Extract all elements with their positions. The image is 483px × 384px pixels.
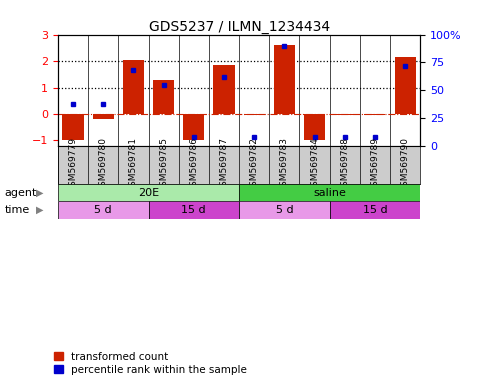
- Text: ▶: ▶: [36, 205, 44, 215]
- Bar: [149, 201, 239, 219]
- Text: GSM569789: GSM569789: [370, 137, 380, 192]
- Text: GSM569779: GSM569779: [69, 137, 78, 192]
- Bar: [123, 60, 144, 114]
- Text: saline: saline: [313, 188, 346, 198]
- Text: GSM569785: GSM569785: [159, 137, 168, 192]
- Bar: [395, 57, 416, 114]
- Legend: transformed count, percentile rank within the sample: transformed count, percentile rank withi…: [54, 352, 247, 375]
- Text: time: time: [5, 205, 30, 215]
- Text: GSM569783: GSM569783: [280, 137, 289, 192]
- Text: GSM569788: GSM569788: [340, 137, 349, 192]
- Bar: [334, 114, 355, 115]
- Text: GSM569782: GSM569782: [250, 137, 259, 192]
- Text: ▶: ▶: [36, 188, 44, 198]
- Text: 5 d: 5 d: [276, 205, 293, 215]
- Bar: [58, 184, 239, 201]
- Bar: [239, 184, 420, 201]
- Text: GSM569787: GSM569787: [219, 137, 228, 192]
- Bar: [58, 201, 149, 219]
- Text: 5 d: 5 d: [95, 205, 112, 215]
- Bar: [153, 79, 174, 114]
- Text: 15 d: 15 d: [363, 205, 387, 215]
- Bar: [213, 65, 235, 114]
- Bar: [364, 114, 385, 115]
- Text: 20E: 20E: [138, 188, 159, 198]
- Text: GSM569786: GSM569786: [189, 137, 199, 192]
- Text: 15 d: 15 d: [182, 205, 206, 215]
- Text: GSM569784: GSM569784: [310, 137, 319, 192]
- Bar: [243, 114, 265, 115]
- Text: agent: agent: [5, 188, 37, 198]
- Bar: [304, 114, 325, 141]
- Text: GSM569781: GSM569781: [129, 137, 138, 192]
- Text: GSM569790: GSM569790: [400, 137, 410, 192]
- Text: GSM569780: GSM569780: [99, 137, 108, 192]
- Bar: [239, 201, 330, 219]
- Bar: [183, 114, 204, 141]
- Title: GDS5237 / ILMN_1234434: GDS5237 / ILMN_1234434: [149, 20, 330, 33]
- Bar: [330, 201, 420, 219]
- Bar: [62, 114, 84, 141]
- Bar: [274, 45, 295, 114]
- Bar: [93, 114, 114, 119]
